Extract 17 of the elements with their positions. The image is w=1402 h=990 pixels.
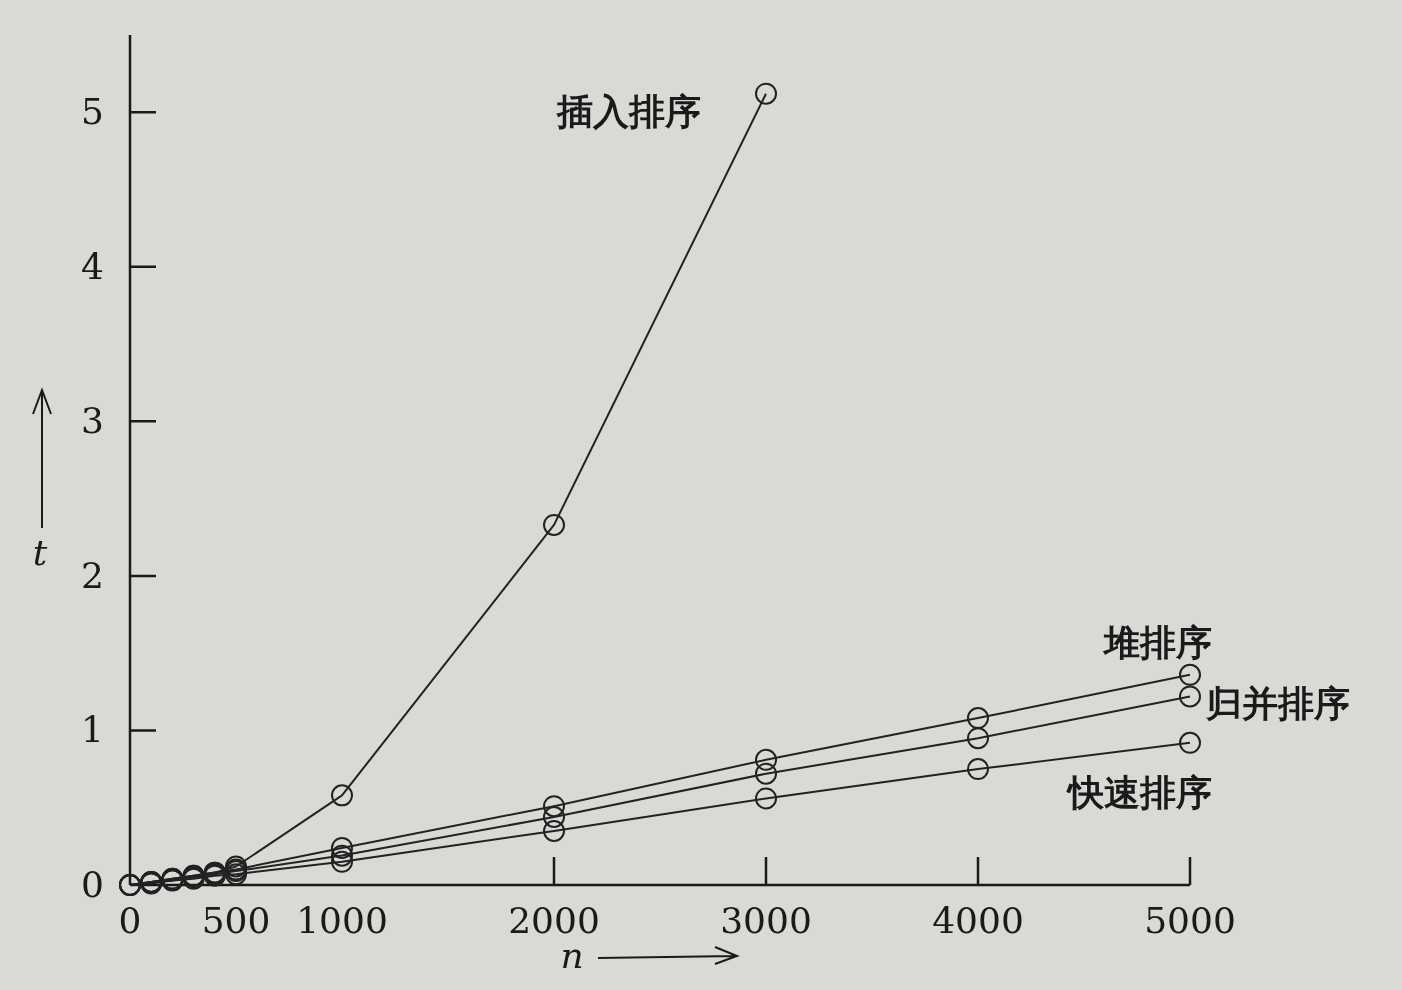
x-tick-label: 5000 [1144, 900, 1236, 941]
series-label: 归并排序 [1205, 682, 1350, 725]
y-axis-title: t [32, 532, 48, 573]
y-tick-label: 1 [81, 709, 104, 751]
x-tick-label: 4000 [932, 900, 1024, 941]
y-tick-label: 0 [81, 864, 104, 905]
y-tick-label: 4 [81, 245, 104, 287]
x-tick-label: 3000 [720, 900, 812, 941]
y-tick-label: 2 [81, 554, 104, 596]
series-label: 快速排序 [1066, 770, 1212, 813]
series-label: 插入排序 [556, 89, 701, 132]
y-tick-label: 3 [81, 400, 104, 442]
x-tick-label: 0 [118, 900, 142, 941]
x-tick-label: 500 [201, 900, 271, 941]
x-tick-label: 1000 [296, 900, 388, 941]
series-label: 堆排序 [1102, 620, 1212, 663]
y-tick-label: 5 [81, 91, 104, 133]
